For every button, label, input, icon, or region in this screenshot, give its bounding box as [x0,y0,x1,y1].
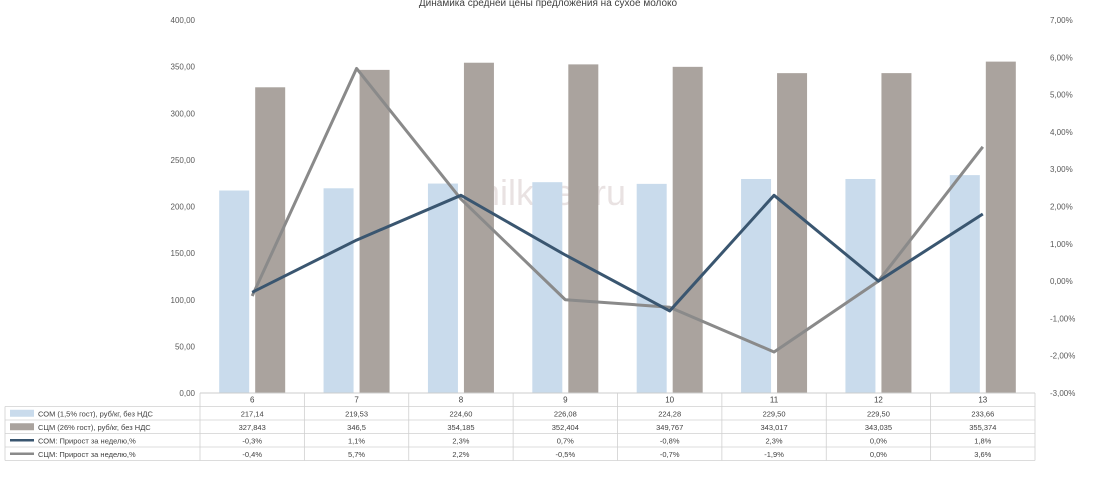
bar-som [636,183,667,393]
table-cell: 354,185 [447,423,474,432]
table-cell: 0,7% [557,436,574,445]
table-cell: 1,8% [974,436,991,445]
table-cell: -0,5% [556,450,576,459]
right-tick-label: -2,00% [1050,352,1075,361]
legend-key [10,409,34,417]
category-label: 12 [874,396,883,405]
category-label: 11 [770,396,779,405]
table-cell: 352,404 [552,423,579,432]
chart-title: Динамика средней цены предложения на сух… [419,0,678,9]
table-cell: -0,7% [660,450,680,459]
table-cell: 5,7% [348,450,365,459]
bar-som [427,183,458,393]
legend-label: СЦМ: Прирост за неделю,% [38,450,136,459]
category-label: 13 [978,396,987,405]
table-cell: 229,50 [867,409,890,418]
left-tick-label: 200,00 [171,203,196,212]
right-axis-ticks: -3,00% -2,00% -1,00% 0,00% 1,00% 2,00% 3,00% 4,… [1050,16,1075,398]
table-cell: 219,53 [345,409,368,418]
left-tick-label: 250,00 [171,156,196,165]
bar-scm [985,61,1016,394]
table-cell: 2,2% [452,450,469,459]
line-som-growth [251,193,984,313]
legend-key [10,423,34,431]
bar-som [219,190,250,393]
table-cell: 349,767 [656,423,683,432]
table-cell: 217,14 [241,409,264,418]
table-cell: 229,50 [763,409,786,418]
category-label: 7 [354,396,359,405]
right-tick-label: 3,00% [1050,165,1073,174]
right-tick-label: 0,00% [1050,277,1073,286]
table-cell: 343,017 [761,423,788,432]
table-cell: 2,3% [452,436,469,445]
table-cell: 233,66 [971,409,994,418]
left-tick-label: 100,00 [171,296,196,305]
table-cell: 2,3% [766,436,783,445]
left-tick-label: 150,00 [171,249,196,258]
right-tick-label: 5,00% [1050,91,1073,100]
bar-scm [568,64,599,393]
category-label: 8 [459,396,464,405]
left-tick-label: 0,00 [179,389,195,398]
table-cell: 346,5 [347,423,366,432]
table-cell: 226,08 [554,409,577,418]
right-tick-label: 7,00% [1050,16,1073,25]
bar-som [532,182,563,393]
left-tick-label: 50,00 [175,342,196,351]
table-cell: 1,1% [348,436,365,445]
table-cell: 0,0% [870,436,887,445]
bar-scm [672,66,703,393]
legend-label: СОМ (1,5% гост), руб/кг, без НДС [38,409,153,418]
table-cell: 224,60 [449,409,472,418]
table-cell: 3,6% [974,450,991,459]
category-label: 6 [250,396,255,405]
category-label: 9 [563,396,568,405]
right-tick-label: -3,00% [1050,389,1075,398]
right-tick-label: 4,00% [1050,128,1073,137]
legend-label: СЦМ (26% гост), руб/кг, без НДС [38,423,151,432]
bar-scm [255,87,286,393]
table-cell: 355,374 [969,423,996,432]
category-label: 10 [665,396,674,405]
bar-scm [777,73,808,393]
left-tick-label: 400,00 [171,16,196,25]
line-series [250,66,984,354]
legend-label: СОМ: Прирост за неделю,% [38,436,136,445]
left-tick-label: 300,00 [171,109,196,118]
table-cell: -1,9% [764,450,784,459]
table-cell: 0,0% [870,450,887,459]
line-scm-growth [250,66,984,354]
left-tick-label: 350,00 [171,63,196,72]
data-table: 6 7 8 9 10 11 12 13 СОМ (1,5% гост), руб/кг, без… [4,392,1036,461]
bar-series [219,61,1016,394]
table-cell: -0,4% [242,450,262,459]
right-tick-label: 2,00% [1050,203,1073,212]
bar-som [741,178,772,393]
right-tick-label: -1,00% [1050,314,1075,323]
bar-som [323,188,354,393]
right-tick-label: 6,00% [1050,53,1073,62]
table-cell: 343,035 [865,423,892,432]
table-cell: -0,8% [660,436,680,445]
table-cell: 327,843 [239,423,266,432]
bar-scm [881,73,912,393]
table-cell: 224,28 [658,409,681,418]
right-tick-label: 1,00% [1050,240,1073,249]
bar-som [949,175,980,393]
table-cell: -0,3% [242,436,262,445]
left-axis-ticks: 0,00 50,00 100,00 150,00 200,00 250,00 300,00 3… [171,16,196,398]
